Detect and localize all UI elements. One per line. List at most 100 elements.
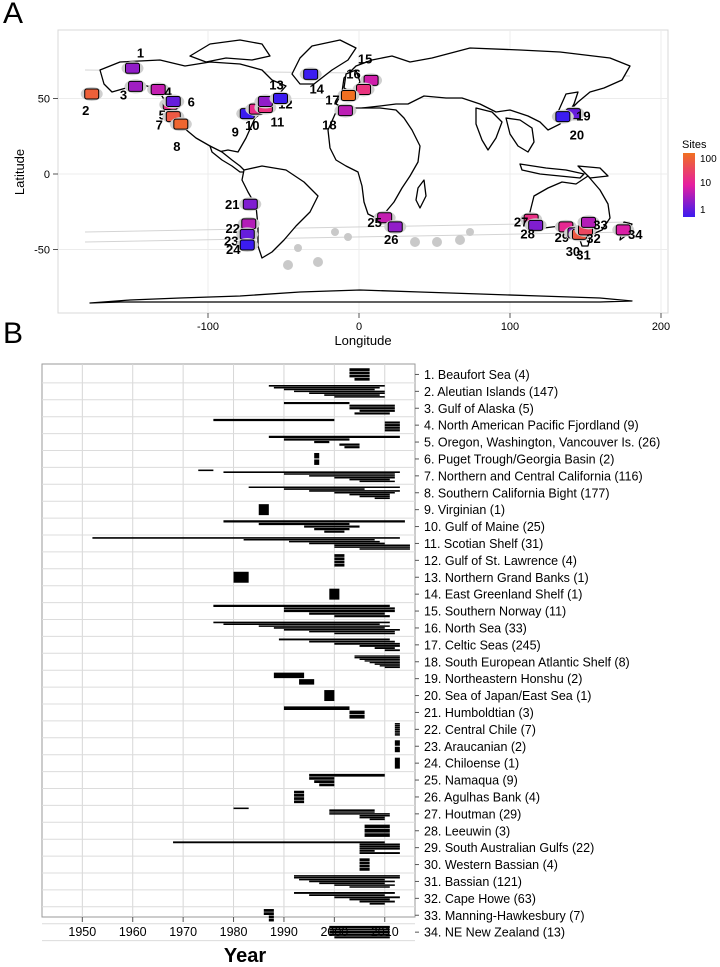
region-24-patch [239, 239, 255, 251]
region-5-label: 5 [159, 108, 166, 123]
region-15-label: 15 [358, 51, 372, 66]
timeline-category-label: 25. Namaqua (9) [424, 774, 518, 788]
timeline-axes: 1. Beaufort Sea (4) 2. Aleutian Islands (… [68, 368, 660, 940]
arctic-islands-outline [189, 39, 271, 63]
region-31-label: 31 [576, 247, 590, 262]
map-xlabel: Longitude [334, 333, 391, 348]
timeline-xlabel: Year [224, 945, 266, 967]
timeline-category-label: 29. South Australian Gulfs (22) [424, 841, 594, 855]
region-23-label: 23 [224, 233, 238, 248]
timeline-category-label: 20. Sea of Japan/East Sea (1) [424, 689, 591, 703]
ocean-islands [283, 228, 474, 270]
timeline-xtick-label: 1950 [68, 925, 96, 939]
region-13-label: 13 [269, 78, 283, 93]
region-17-patch [340, 89, 356, 101]
timeline-category-label: 7. Northern and Central California (116) [424, 469, 643, 483]
region-23-patch [239, 228, 255, 240]
region-21-patch [242, 198, 258, 210]
timeline-category-label: 15. Southern Norway (11) [424, 605, 566, 619]
timeline-plot-background [41, 363, 416, 918]
region-20-label: 20 [570, 128, 584, 143]
region-19-label: 19 [576, 109, 590, 124]
timeline-chart: 1. Beaufort Sea (4) 2. Aleutian Islands (… [41, 363, 660, 967]
region-18-label: 18 [322, 118, 336, 133]
region-13-patch [272, 93, 288, 104]
world-map-chart: 1234567891011121314151617181920212223242… [12, 29, 717, 348]
timeline-category-label: 26. Agulhas Bank (4) [424, 790, 540, 804]
region-33-label: 33 [593, 217, 607, 232]
region-10-label: 10 [245, 118, 259, 133]
timeline-xtick-label: 2010 [371, 925, 399, 939]
timeline-xtick-label: 1990 [270, 925, 298, 939]
region-20-patch [555, 111, 571, 123]
timeline-category-label: 31. Bassian (121) [424, 875, 522, 889]
timeline-gridlines [42, 364, 415, 942]
timeline-category-label: 6. Puget Trough/Georgia Basin (2) [424, 452, 614, 466]
region-17-label: 17 [325, 92, 339, 107]
region-4-patch [150, 83, 166, 95]
region-25-label: 25 [367, 215, 381, 230]
timeline-category-label: 3. Gulf of Alaska (5) [424, 402, 534, 416]
legend-label-100: 100 [700, 154, 717, 165]
coastlines [89, 39, 633, 304]
map-ylabel: Latitude [12, 149, 27, 195]
map-xtick-label: -100 [197, 321, 219, 333]
timeline-category-label: 17. Celtic Seas (245) [424, 638, 541, 652]
region-32-label: 32 [586, 231, 600, 246]
timeline-category-label: 30. Western Bassian (4) [424, 858, 558, 872]
map-xtick-label: 0 [356, 321, 362, 333]
region-14-label: 14 [309, 81, 324, 96]
sites-legend: Sites 100 10 1 [682, 139, 717, 217]
timeline-category-label: 9. Virginian (1) [424, 503, 505, 517]
region-1-patch [125, 62, 140, 74]
timeline-xtick-label: 1980 [220, 925, 248, 939]
timeline-category-label: 28. Leeuwin (3) [424, 824, 510, 838]
region-11-label: 11 [271, 115, 285, 130]
map-ytick-label: 0 [44, 169, 50, 181]
region-3-patch [128, 80, 144, 92]
timeline-category-label: 12. Gulf of St. Lawrence (4) [424, 554, 577, 568]
map-regions: 1234567891011121314151617181920212223242… [80, 45, 643, 262]
region-18-patch [337, 105, 353, 117]
legend-title: Sites [682, 139, 707, 151]
region-8-label: 8 [173, 139, 180, 154]
region-26-patch [387, 221, 403, 233]
timeline-category-label: 8. Southern California Bight (177) [424, 486, 610, 500]
timeline-category-label: 4. North American Pacific Fjordland (9) [424, 419, 639, 433]
legend-colorbar [683, 153, 695, 217]
timeline-category-label: 33. Manning-Hawkesbury (7) [424, 909, 585, 923]
timeline-bars [92, 368, 410, 939]
region-9-label: 9 [232, 125, 239, 140]
region-25-patch [377, 212, 393, 224]
region-30-label: 30 [566, 244, 580, 259]
antarctica-outline [89, 289, 633, 304]
region-21-label: 21 [225, 197, 239, 212]
map-ytick-label: -50 [34, 245, 50, 257]
region-6-label: 6 [188, 95, 195, 110]
region-1-label: 1 [137, 45, 144, 60]
region-16-patch [356, 83, 372, 95]
region-34-patch [615, 224, 631, 236]
region-34-label: 34 [628, 227, 643, 242]
region-24-label: 24 [226, 242, 241, 257]
region-33-patch [581, 216, 597, 228]
timeline-category-label: 16. North Sea (33) [424, 621, 527, 635]
panel-label-b: B [3, 317, 24, 350]
india-outline [475, 107, 503, 151]
panel-label-a: A [3, 0, 24, 30]
timeline-category-label: 32. Cape Howe (63) [424, 892, 536, 906]
timeline-category-label: 34. NE New Zealand (13) [424, 926, 565, 940]
timeline-category-label: 27. Houtman (29) [424, 807, 521, 821]
region-7-label: 7 [156, 118, 163, 133]
region-14-patch [303, 68, 319, 80]
map-axes: -100 0 100 200 -50 0 50 [34, 94, 670, 334]
timeline-category-label: 13. Northern Grand Banks (1) [424, 571, 589, 585]
timeline-xtick-label: 1960 [119, 925, 147, 939]
region-8-patch [173, 118, 189, 130]
region-22-patch [241, 218, 257, 230]
region-22-label: 22 [226, 221, 240, 236]
map-xtick-label: 200 [652, 321, 670, 333]
timeline-category-label: 21. Humboldtian (3) [424, 706, 534, 720]
legend-label-1: 1 [700, 205, 706, 216]
timeline-category-label: 2. Aleutian Islands (147) [424, 385, 558, 399]
